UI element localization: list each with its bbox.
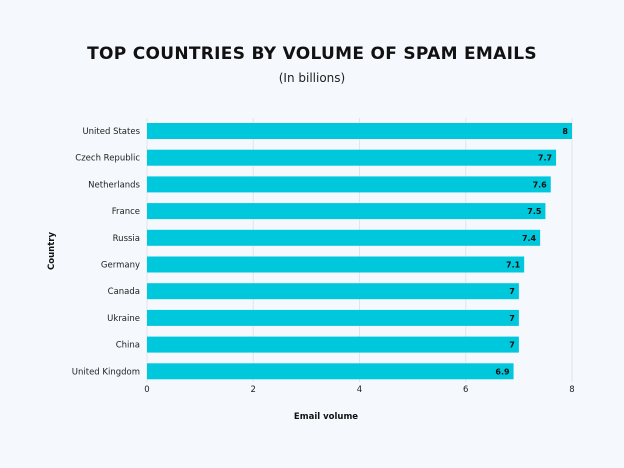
category-label: Netherlands xyxy=(88,180,140,190)
bars xyxy=(147,123,572,380)
y-axis-title: Country xyxy=(47,232,57,270)
bar xyxy=(147,283,519,300)
data-label: 7.5 xyxy=(527,207,542,216)
category-label: United Kingdom xyxy=(72,367,140,377)
x-tick-label: 4 xyxy=(357,385,362,395)
category-label: Russia xyxy=(113,234,140,244)
data-label: 7 xyxy=(509,341,515,350)
data-label: 8 xyxy=(562,127,568,136)
bar xyxy=(147,256,525,273)
value-labels: 8 7.7 7.6 7.5 7.4 7.1 7 7 7 6.9 xyxy=(495,127,568,376)
x-tick-labels: 0 2 4 6 8 xyxy=(144,385,574,395)
chart-title: TOP COUNTRIES BY VOLUME OF SPAM EMAILS xyxy=(87,44,537,64)
x-tick-label: 2 xyxy=(251,385,256,395)
x-axis-title: Email volume xyxy=(294,412,358,422)
bar xyxy=(147,203,546,220)
data-label: 6.9 xyxy=(495,367,510,376)
bar xyxy=(147,176,551,193)
category-labels: United States Czech Republic Netherlands Fr… xyxy=(72,127,141,377)
x-tick-label: 0 xyxy=(144,385,149,395)
data-label: 7.4 xyxy=(522,234,537,243)
bar xyxy=(147,149,557,166)
category-label: Canada xyxy=(108,287,140,297)
bar xyxy=(147,336,519,353)
x-tick-label: 8 xyxy=(569,385,574,395)
category-label: United States xyxy=(82,127,140,137)
data-label: 7.6 xyxy=(533,180,548,189)
category-label: China xyxy=(116,341,140,351)
data-label: 7.7 xyxy=(538,154,552,163)
data-label: 7 xyxy=(509,314,515,323)
category-label: Ukraine xyxy=(107,314,140,324)
x-tick-label: 6 xyxy=(463,385,468,395)
bar xyxy=(147,123,572,139)
bar xyxy=(147,309,519,326)
bar xyxy=(147,363,514,380)
data-label: 7.1 xyxy=(506,261,521,270)
category-label: Germany xyxy=(101,261,140,271)
bar xyxy=(147,229,541,246)
data-label: 7 xyxy=(509,287,515,296)
chart-subtitle: (In billions) xyxy=(278,71,346,85)
category-label: Czech Republic xyxy=(75,154,140,164)
category-label: France xyxy=(112,207,140,217)
